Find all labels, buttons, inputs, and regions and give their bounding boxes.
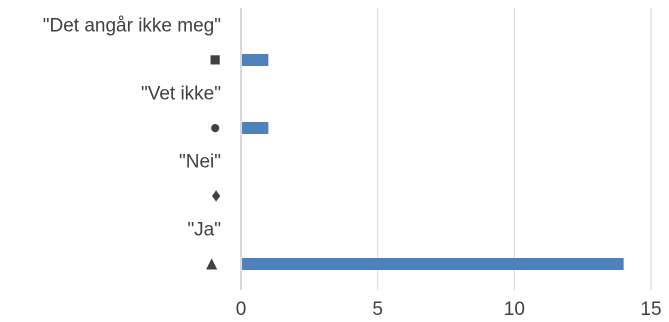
tick-labels: 0 5 10 15 [236,299,662,320]
bar [242,122,269,134]
category-label: "Nei" [179,152,221,173]
x-tick-label: 0 [236,299,247,320]
category-label: ▲ [202,254,221,275]
category-label: "Det angår ikke meg" [43,16,221,37]
bars [242,54,624,270]
category-labels: "Det angår ikke meg" ■ "Vet ikke" ● "Nei" ♦ "J… [43,16,222,275]
category-label: ♦ [211,186,221,207]
bar [242,54,269,66]
category-label: "Vet ikke" [141,84,221,105]
category-label: "Ja" [187,220,221,241]
category-label: ■ [210,50,221,71]
bar [242,258,624,270]
x-tick-label: 5 [372,299,383,320]
gridlines [240,8,652,290]
x-tick-label: 15 [640,299,661,320]
x-tick-label: 10 [504,299,525,320]
category-label: ● [210,118,221,139]
